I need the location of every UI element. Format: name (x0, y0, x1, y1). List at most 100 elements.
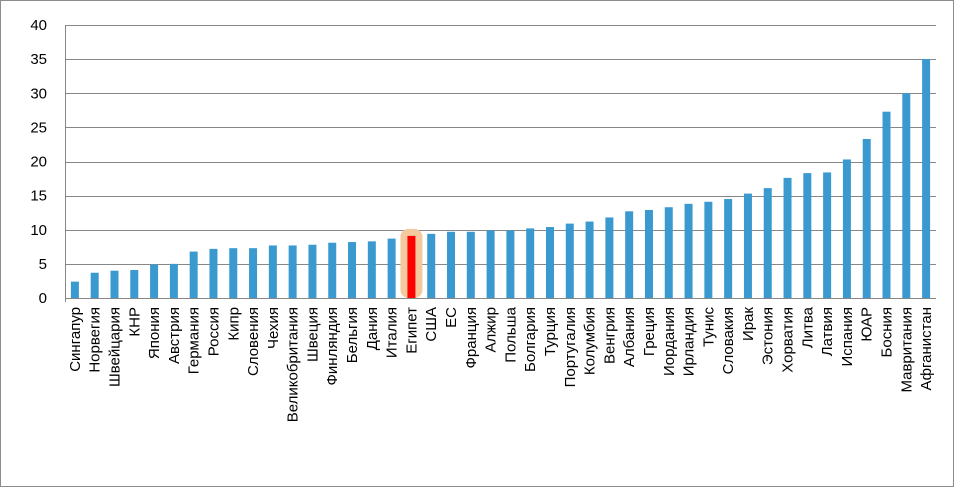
bar-Литва (803, 173, 812, 298)
x-category-label: Ирак (740, 307, 757, 341)
bar-Россия (209, 248, 218, 298)
x-category-label: Германия (186, 307, 203, 374)
bar-Иордания (664, 207, 673, 298)
x-category-label: Афганистан (918, 307, 935, 391)
bar-Болгария (526, 228, 535, 298)
y-tick-label: 30 (30, 85, 47, 102)
x-category-label: Албания (621, 307, 638, 367)
x-category-label: Италия (384, 307, 401, 358)
bar-Греция (644, 209, 653, 298)
x-category-label: Болгария (522, 307, 539, 372)
bar-ЕС (447, 231, 456, 298)
bar-Великобритания (288, 245, 297, 298)
bar-Эстония (763, 188, 772, 298)
bar-ЮАР (862, 138, 871, 298)
bar-Босния (882, 111, 891, 299)
x-category-label: Франция (463, 307, 480, 368)
x-category-label: Испания (839, 307, 856, 367)
bar-Испания (842, 159, 851, 298)
bar-Швейцария (110, 270, 119, 298)
x-category-label: Кипр (225, 307, 242, 341)
bar-Польша (506, 230, 515, 298)
bar-Турция (545, 227, 554, 298)
x-category-label: Мавритания (898, 307, 915, 393)
bar-Хорватия (783, 177, 792, 298)
x-category-label: Норвегия (87, 307, 104, 373)
x-category-label: Хорватия (780, 307, 797, 373)
x-category-label: Словакия (720, 307, 737, 374)
x-category-label: Тунис (700, 307, 717, 347)
bar-Франция (466, 231, 475, 298)
x-category-label: Египет (403, 307, 420, 354)
x-category-label: Венгрия (601, 307, 618, 364)
bar-Германия (189, 251, 198, 298)
bar-Албания (625, 211, 634, 298)
x-category-label: ЮАР (859, 307, 876, 342)
y-tick-label: 5 (39, 256, 47, 273)
y-tick-label: 0 (39, 290, 47, 307)
bar-Ирландия (684, 203, 693, 298)
bar-Сингапур (70, 281, 79, 298)
bar-Египет (407, 235, 416, 298)
x-category-label: ЕС (443, 307, 460, 328)
bar-Португалия (565, 223, 574, 298)
bar-Тунис (704, 201, 713, 298)
x-category-label: Сингапур (67, 307, 84, 372)
bar-Финляндия (328, 242, 337, 298)
bar-Италия (387, 238, 396, 298)
x-category-label: Латвия (819, 307, 836, 356)
x-category-label: Литва (799, 306, 816, 348)
bar-Афганистан (922, 59, 931, 298)
x-category-label: Турция (542, 307, 559, 356)
bar-Словения (249, 248, 258, 298)
bar-Бельгия (348, 242, 357, 298)
bar-КНР (130, 270, 139, 298)
x-category-label: Босния (879, 307, 896, 357)
x-category-label: Польша (502, 306, 519, 362)
bar-Латвия (823, 172, 832, 298)
y-tick-label: 35 (30, 51, 47, 68)
x-category-label: Словения (245, 307, 262, 376)
bar-Австрия (169, 263, 178, 298)
x-category-label: Ирландия (681, 307, 698, 376)
x-category-label: Иордания (661, 307, 678, 376)
y-tick-label: 25 (30, 119, 47, 136)
x-category-label: Алжир (483, 307, 500, 353)
x-category-label: Чехия (265, 307, 282, 349)
x-category-label: Австрия (166, 307, 183, 364)
x-category-label: США (423, 307, 440, 342)
y-tick-label: 40 (30, 17, 47, 34)
x-category-label: Эстония (760, 307, 777, 365)
bar-Япония (150, 264, 159, 298)
bar-Колумбия (585, 221, 594, 298)
bar-Норвегия (90, 272, 99, 298)
bars (70, 59, 931, 299)
bar-Мавритания (902, 93, 911, 298)
x-category-label: КНР (126, 307, 143, 337)
x-category-label: Финляндия (324, 307, 341, 385)
bar-Алжир (486, 230, 495, 298)
x-category-label: Португалия (562, 307, 579, 387)
x-category-label: Россия (205, 307, 222, 356)
y-axis-tick-labels: 0 5 10 15 20 25 30 35 40 (30, 17, 47, 307)
x-axis-category-labels: Сингапур Норвегия Швейцария КНР Япония Австри… (67, 306, 935, 422)
x-category-label: Колумбия (582, 307, 599, 375)
bar-Венгрия (605, 217, 614, 298)
bar-Швеция (308, 244, 317, 298)
bar-США (427, 233, 436, 298)
x-category-label: Швейцария (106, 307, 123, 387)
x-category-label: Греция (641, 307, 658, 356)
x-category-label: Япония (146, 307, 163, 359)
bar-Чехия (268, 245, 277, 298)
y-tick-label: 15 (30, 188, 47, 205)
x-category-label: Бельгия (344, 307, 361, 363)
x-category-label: Дания (364, 307, 381, 350)
bar-Кипр (229, 248, 238, 298)
bar-Словакия (724, 199, 733, 298)
x-category-label: Великобритания (285, 307, 302, 422)
x-category-label: Швеция (304, 307, 321, 362)
bar-Дания (367, 241, 376, 298)
y-tick-label: 10 (30, 222, 47, 239)
